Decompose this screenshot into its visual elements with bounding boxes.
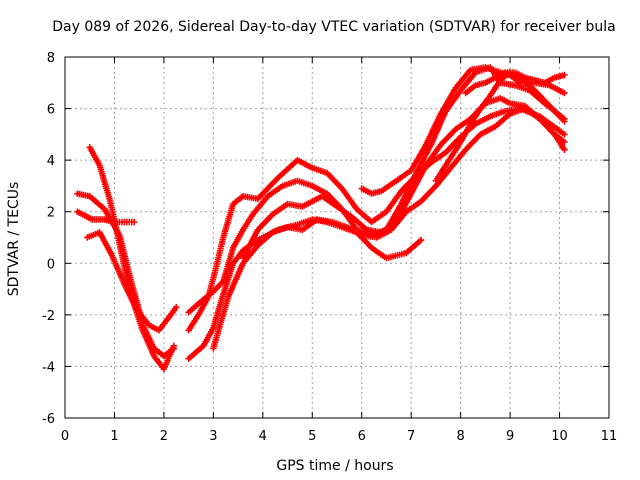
x-tick-label: 5 — [308, 429, 316, 444]
series-markers — [462, 69, 568, 97]
series-6 — [185, 105, 568, 334]
x-tick-label: 11 — [601, 429, 618, 444]
series-11 — [432, 69, 568, 184]
y-axis-label: SDTVAR / TECUs — [6, 182, 22, 297]
axis-ticks: 0 1 2 3 4 5 6 7 8 9 10 11 -6 -4 -2 0 2 4 6 8 — [42, 51, 617, 444]
series-4 — [84, 229, 180, 334]
plot-frame — [64, 56, 610, 419]
series-7 — [185, 64, 568, 316]
x-tick-label: 4 — [259, 429, 267, 444]
y-tick-label: -6 — [42, 412, 55, 427]
y-tick-label: 8 — [47, 51, 55, 66]
series-markers — [185, 64, 568, 316]
series-12 — [462, 69, 568, 97]
x-tick-label: 3 — [209, 429, 217, 444]
x-tick-label: 8 — [456, 429, 464, 444]
data-points — [74, 64, 568, 373]
x-tick-label: 7 — [407, 429, 415, 444]
x-tick-label: 10 — [551, 429, 568, 444]
x-tick-label: 1 — [110, 429, 118, 444]
series-markers — [185, 105, 568, 334]
y-tick-label: 2 — [47, 206, 55, 221]
y-tick-label: 4 — [47, 154, 55, 169]
x-tick-label: 6 — [358, 429, 366, 444]
x-tick-label: 2 — [160, 429, 168, 444]
y-tick-label: 0 — [47, 257, 55, 272]
chart-title: Day 089 of 2026, Sidereal Day-to-day VTE… — [52, 19, 615, 35]
series-markers — [432, 69, 568, 184]
x-tick-label: 0 — [61, 429, 69, 444]
x-axis-label: GPS time / hours — [276, 458, 393, 474]
y-tick-label: 6 — [47, 103, 55, 118]
series-markers — [84, 229, 180, 334]
y-tick-label: -2 — [42, 309, 55, 324]
y-tick-label: -4 — [42, 360, 55, 375]
x-tick-label: 9 — [506, 429, 514, 444]
